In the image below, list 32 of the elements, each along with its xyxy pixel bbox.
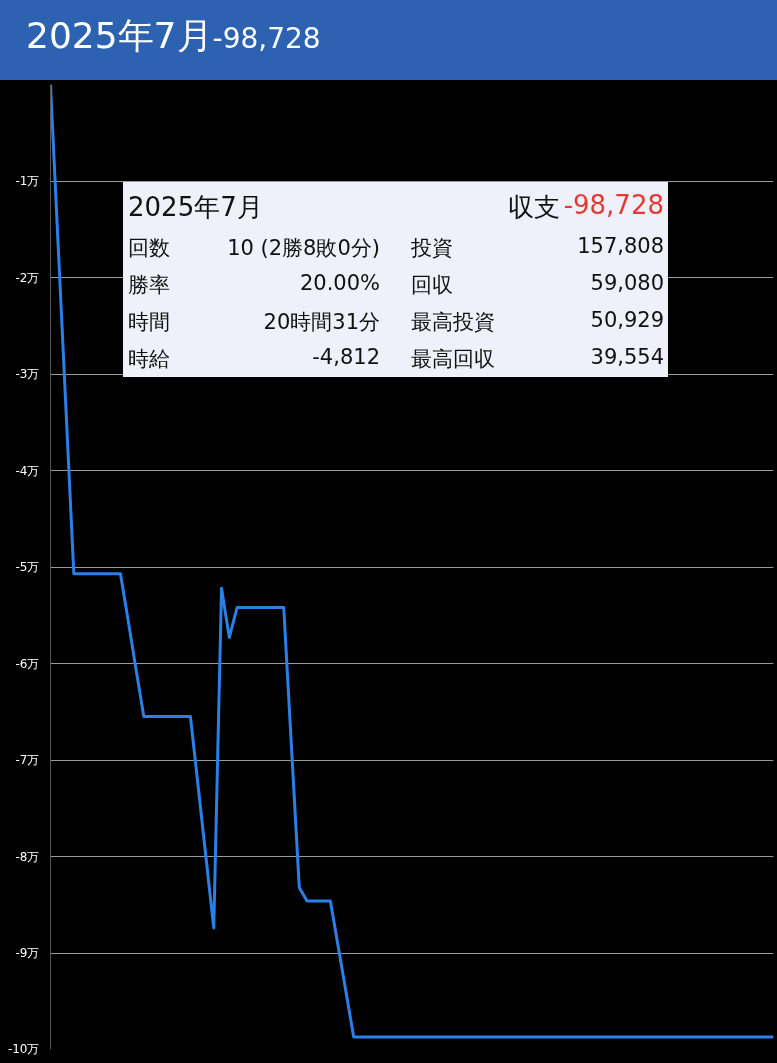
annotation: 回数 — [128, 235, 170, 262]
text: -98,728 — [212, 22, 321, 55]
y-tick-label: -2万 — [15, 270, 40, 285]
annotation: 157,808 — [577, 234, 664, 258]
y-tick-label: -10万 — [7, 1041, 40, 1056]
annotation: 20.00% — [299, 271, 380, 295]
y-tick-label: -8万 — [15, 849, 40, 864]
y-tick-label: -1万 — [15, 174, 40, 188]
annotation: 回収 — [411, 272, 453, 299]
annotation: 20時間31分 — [263, 309, 380, 336]
annotation: 39,554 — [590, 345, 664, 369]
annotation: 投資 — [411, 235, 453, 262]
annotation: 時給 — [128, 346, 170, 373]
text: -98,728 — [563, 190, 664, 220]
annotation: 最高投資 — [411, 309, 495, 336]
y-tick-label: -7万 — [15, 753, 40, 767]
line-series — [50, 84, 774, 1039]
annotation: 50,929 — [590, 308, 664, 332]
annotation: 59,080 — [590, 271, 664, 295]
annotation: 10 (2勝8敗0分) — [227, 235, 380, 262]
y-tick-label: -3万 — [15, 367, 40, 381]
y-tick-label: -4万 — [15, 463, 40, 478]
chart-title: 2025年7月 — [26, 15, 213, 56]
annotation: 勝率 — [128, 272, 170, 299]
y-tick-label: -9万 — [15, 946, 40, 960]
annotation: 最高回収 — [411, 346, 495, 373]
y-tick-label: -5万 — [15, 560, 40, 574]
annotation: -4,812 — [312, 345, 380, 369]
y-tick-label: -6万 — [15, 656, 40, 671]
annotation: 2025年7月 — [128, 191, 263, 224]
annotation: 時間 — [128, 309, 170, 336]
annotation: 収支 — [508, 191, 560, 224]
